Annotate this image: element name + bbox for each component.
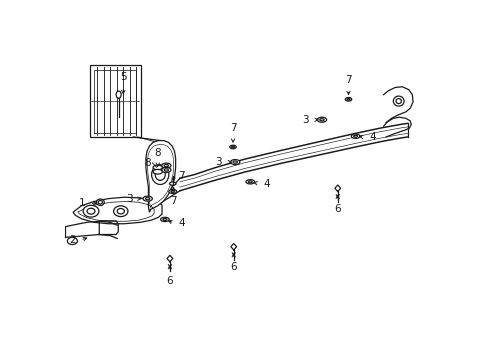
Ellipse shape <box>162 163 171 168</box>
Text: 6: 6 <box>230 262 237 273</box>
Text: 4: 4 <box>263 179 269 189</box>
Polygon shape <box>73 197 162 224</box>
Text: 4: 4 <box>179 218 185 228</box>
Ellipse shape <box>229 145 236 149</box>
Ellipse shape <box>168 189 176 193</box>
Ellipse shape <box>116 91 121 98</box>
Text: 5: 5 <box>120 72 126 82</box>
Ellipse shape <box>162 167 171 172</box>
Ellipse shape <box>169 182 176 185</box>
Text: 7: 7 <box>345 75 351 85</box>
Ellipse shape <box>153 165 162 170</box>
Ellipse shape <box>153 170 162 174</box>
Text: 6: 6 <box>334 204 340 214</box>
Text: 7: 7 <box>178 171 184 181</box>
Polygon shape <box>145 140 175 212</box>
Ellipse shape <box>392 96 403 106</box>
Text: 3: 3 <box>302 115 308 125</box>
Text: 7: 7 <box>229 123 236 134</box>
Ellipse shape <box>113 206 128 217</box>
Text: 8: 8 <box>144 158 151 168</box>
Text: 6: 6 <box>166 276 173 286</box>
Ellipse shape <box>351 134 359 138</box>
Ellipse shape <box>230 159 239 165</box>
Ellipse shape <box>67 237 77 244</box>
Text: 4: 4 <box>368 132 375 142</box>
Text: 3: 3 <box>126 194 132 204</box>
Text: 1: 1 <box>79 198 85 208</box>
Text: 7: 7 <box>170 196 177 206</box>
Text: 8: 8 <box>154 148 161 158</box>
Ellipse shape <box>142 196 152 201</box>
Ellipse shape <box>317 117 326 122</box>
Ellipse shape <box>151 165 168 184</box>
Ellipse shape <box>245 180 254 184</box>
Ellipse shape <box>83 205 99 217</box>
Text: 3: 3 <box>215 157 222 167</box>
Ellipse shape <box>160 217 169 222</box>
Ellipse shape <box>96 199 104 206</box>
Bar <box>89 65 140 137</box>
Text: 2: 2 <box>69 235 76 245</box>
Ellipse shape <box>345 98 351 101</box>
